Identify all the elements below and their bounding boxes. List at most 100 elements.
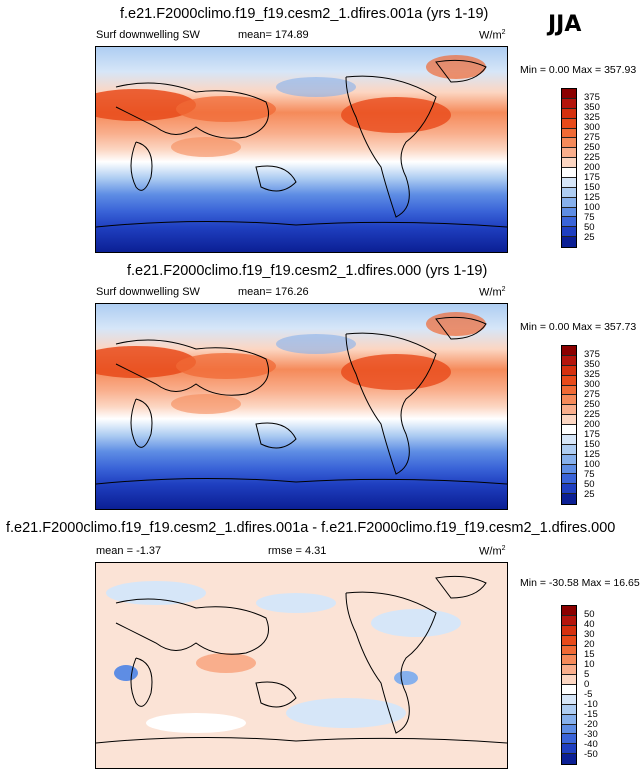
colorbar-segment [562,704,576,715]
colorbar-tick-label: 275 [584,389,600,400]
panel3-colorbar [561,605,577,765]
colorbar-tick-label: 125 [584,192,600,203]
colorbar-tick-label: 200 [584,162,600,173]
colorbar-tick-label: 25 [584,232,595,243]
colorbar-segment [562,744,576,755]
colorbar-tick-label: 325 [584,112,600,123]
colorbar-segment [562,148,576,159]
panel2-minmax: Min = 0.00 Max = 357.73 [520,321,637,333]
colorbar-tick-label: 350 [584,359,600,370]
colorbar-segment [562,694,576,705]
season-label: JJA [548,12,582,37]
colorbar-segment [562,645,576,656]
colorbar-segment [562,494,576,504]
colorbar-segment [562,237,576,247]
colorbar-tick-label: 5 [584,669,590,680]
colorbar-segment [562,217,576,228]
panel2-mean: mean= 176.26 [238,286,309,298]
colorbar-segment [562,415,576,425]
colorbar-segment [562,655,576,666]
colorbar-tick-label: 350 [584,102,600,113]
colorbar-tick-label: 50 [584,222,595,233]
colorbar-segment [562,168,576,178]
colorbar-segment [562,108,576,119]
colorbar-segment [562,615,576,626]
colorbar-segment [562,425,576,435]
colorbar-segment [562,207,576,218]
colorbar-tick-label: 300 [584,379,600,390]
colorbar-tick-label: 100 [584,202,600,213]
colorbar-segment [562,625,576,636]
colorbar-segment [562,158,576,168]
panel3-map [95,562,508,769]
colorbar-tick-label: 225 [584,152,600,163]
colorbar-segment [562,635,576,646]
colorbar-segment [562,405,576,416]
colorbar-segment [562,227,576,238]
colorbar-segment [562,197,576,208]
colorbar-tick-label: 20 [584,639,595,650]
colorbar-segment [562,606,576,616]
colorbar-segment [562,355,576,366]
colorbar-segment [562,484,576,495]
colorbar-tick-label: -15 [584,709,598,720]
colorbar-tick-label: 75 [584,212,595,223]
panel3-units: W/m2 [479,545,506,558]
panel1-minmax: Min = 0.00 Max = 357.93 [520,64,637,76]
colorbar-tick-label: 100 [584,459,600,470]
colorbar-tick-label: 250 [584,142,600,153]
colorbar-tick-label: -10 [584,699,598,710]
colorbar-segment [562,365,576,376]
colorbar-segment [562,118,576,129]
panel3-mean: mean = -1.37 [96,545,162,557]
colorbar-tick-label: 0 [584,679,590,690]
panel3-title: f.e21.F2000climo.f19_f19.cesm2_1.dfires.… [6,520,616,536]
colorbar-segment [562,714,576,725]
panel1-variable: Surf downwelling SW [96,29,200,41]
colorbar-tick-label: 150 [584,182,600,193]
panel3-rmse: rmse = 4.31 [268,545,327,557]
colorbar-tick-label: 225 [584,409,600,420]
colorbar-segment [562,724,576,735]
panel1-colorbar [561,88,577,248]
panel2-variable: Surf downwelling SW [96,286,200,298]
colorbar-segment [562,454,576,465]
colorbar-tick-label: 40 [584,619,595,630]
colorbar-segment [562,177,576,188]
colorbar-tick-label: 325 [584,369,600,380]
colorbar-segment [562,187,576,198]
colorbar-tick-label: 300 [584,122,600,133]
colorbar-segment [562,346,576,356]
colorbar-tick-label: -50 [584,749,598,760]
colorbar-segment [562,474,576,485]
colorbar-segment [562,138,576,149]
colorbar-tick-label: 30 [584,629,595,640]
colorbar-segment [562,434,576,445]
panel2-map [95,303,508,510]
colorbar-tick-label: 250 [584,399,600,410]
panel3-minmax: Min = -30.58 Max = 16.65 [520,577,640,589]
colorbar-tick-label: 50 [584,479,595,490]
colorbar-segment [562,734,576,745]
panel2-colorbar [561,345,577,505]
panel2-title: f.e21.F2000climo.f19_f19.cesm2_1.dfires.… [127,263,488,279]
colorbar-tick-label: -40 [584,739,598,750]
colorbar-segment [562,375,576,386]
colorbar-tick-label: 175 [584,172,600,183]
panel1-units: W/m2 [479,29,506,42]
panel1-mean: mean= 174.89 [238,29,309,41]
panel1-map [95,46,508,253]
colorbar-segment [562,675,576,685]
colorbar-segment [562,754,576,764]
colorbar-tick-label: 275 [584,132,600,143]
colorbar-tick-label: 75 [584,469,595,480]
colorbar-tick-label: 10 [584,659,595,670]
panel1-title: f.e21.F2000climo.f19_f19.cesm2_1.dfires.… [120,6,489,22]
panel2-units: W/m2 [479,286,506,299]
colorbar-segment [562,128,576,139]
colorbar-tick-label: 15 [584,649,595,660]
colorbar-segment [562,98,576,109]
colorbar-tick-label: 25 [584,489,595,500]
colorbar-tick-label: 50 [584,609,595,620]
colorbar-tick-label: 375 [584,349,600,360]
